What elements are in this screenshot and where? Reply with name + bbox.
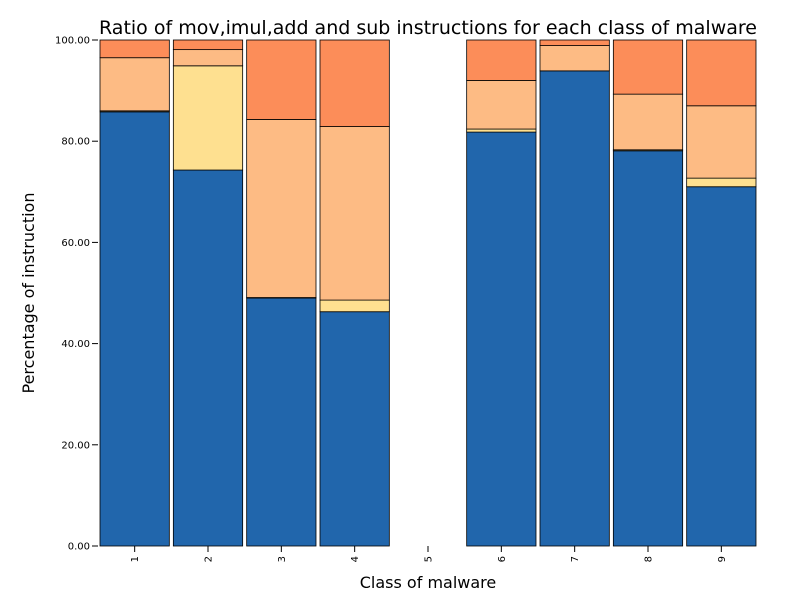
y-tick-label: 40.00	[61, 339, 90, 350]
bar-segment-class-9-series-4	[686, 39, 757, 107]
bar-segment-class-8-series-4	[612, 39, 684, 95]
bar-segment-class-6-series-2	[466, 128, 537, 133]
x-axis: 1 2 3 4 5 6 7 8 9	[130, 546, 728, 562]
bar-segment-class-2-series-1	[172, 169, 244, 547]
x-tick-label: 2	[204, 556, 215, 562]
bar-segment-class-8-series-3	[612, 93, 684, 151]
y-tick-label: 0.00	[68, 542, 90, 553]
x-tick-label: 6	[497, 556, 508, 562]
bar-segment-class-9-series-3	[686, 105, 757, 179]
x-tick-label: 3	[277, 556, 288, 562]
bar-segment-class-6-series-3	[466, 80, 537, 130]
chart-title: Ratio of mov,imul,add and sub instructio…	[99, 17, 757, 39]
y-axis: 0.00 20.00 40.00 60.00 80.00 100.00	[55, 36, 98, 553]
y-tick-label: 100.00	[55, 36, 90, 47]
bar-segment-class-4-series-1	[319, 311, 390, 547]
bar-segment-class-7-series-4	[539, 39, 610, 46]
bars-group	[99, 39, 757, 547]
bar-segment-class-6-series-4	[466, 39, 537, 81]
bar-segment-class-9-series-1	[686, 186, 757, 547]
y-tick-label: 80.00	[61, 137, 90, 148]
bar-segment-class-1-series-4	[99, 39, 170, 59]
bar-segment-class-2-series-2	[172, 65, 244, 171]
bar-segment-class-7-series-1	[539, 70, 610, 547]
bar-segment-class-4-series-2	[319, 299, 390, 313]
y-axis-label: Percentage of instruction	[19, 193, 38, 394]
bar-segment-class-2-series-4	[172, 39, 244, 51]
bar-segment-class-1-series-1	[99, 111, 170, 547]
bar-segment-class-1-series-3	[99, 57, 170, 112]
y-tick-label: 60.00	[61, 238, 90, 249]
x-tick-label: 1	[130, 556, 141, 562]
bar-segment-class-3-series-4	[246, 39, 317, 120]
x-axis-label: Class of malware	[360, 573, 496, 592]
bar-segment-class-8-series-1	[612, 150, 684, 547]
bar-segment-class-3-series-3	[246, 119, 317, 298]
bar-segment-class-2-series-3	[172, 49, 244, 67]
x-tick-label: 4	[350, 556, 361, 562]
bar-segment-class-3-series-1	[246, 297, 317, 547]
x-tick-label: 5	[424, 556, 435, 562]
bar-segment-class-4-series-3	[319, 126, 390, 301]
y-tick-label: 20.00	[61, 440, 90, 451]
bar-segment-class-6-series-1	[466, 131, 537, 547]
bar-segment-class-7-series-3	[539, 45, 610, 72]
bar-segment-class-4-series-4	[319, 39, 390, 127]
x-tick-label: 9	[717, 556, 728, 562]
x-tick-label: 7	[570, 556, 581, 562]
x-tick-label: 8	[644, 556, 655, 562]
bar-segment-class-9-series-2	[686, 177, 757, 188]
